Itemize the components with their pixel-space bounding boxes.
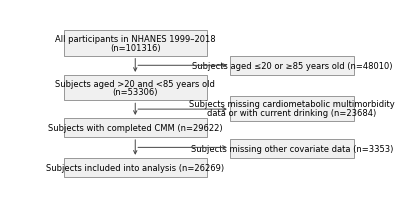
Text: Subjects included into analysis (n=26269): Subjects included into analysis (n=26269…: [46, 163, 224, 172]
Text: Subjects missing cardiometabolic multimorbidity: Subjects missing cardiometabolic multimo…: [189, 100, 395, 109]
Text: (n=101316): (n=101316): [110, 44, 160, 53]
FancyBboxPatch shape: [230, 96, 354, 122]
Text: Subjects aged ≤20 or ≥85 years old (n=48010): Subjects aged ≤20 or ≥85 years old (n=48…: [192, 61, 392, 70]
FancyBboxPatch shape: [64, 158, 206, 177]
Text: (n=53306): (n=53306): [112, 88, 158, 97]
FancyBboxPatch shape: [64, 118, 206, 137]
FancyBboxPatch shape: [64, 75, 206, 101]
Text: Subjects with completed CMM (n=29622): Subjects with completed CMM (n=29622): [48, 123, 222, 132]
Text: data or with current drinking (n=23684): data or with current drinking (n=23684): [207, 109, 376, 118]
FancyBboxPatch shape: [230, 139, 354, 158]
Text: Subjects aged >20 and <85 years old: Subjects aged >20 and <85 years old: [55, 79, 215, 88]
FancyBboxPatch shape: [230, 56, 354, 75]
Text: All participants in NHANES 1999–2018: All participants in NHANES 1999–2018: [55, 35, 216, 44]
FancyBboxPatch shape: [64, 31, 206, 56]
Text: Subjects missing other covariate data (n=3353): Subjects missing other covariate data (n…: [191, 144, 393, 153]
